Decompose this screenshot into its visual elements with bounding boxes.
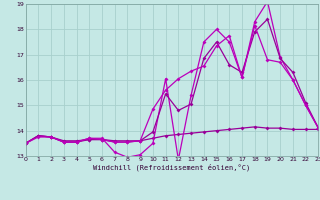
X-axis label: Windchill (Refroidissement éolien,°C): Windchill (Refroidissement éolien,°C): [93, 164, 251, 171]
